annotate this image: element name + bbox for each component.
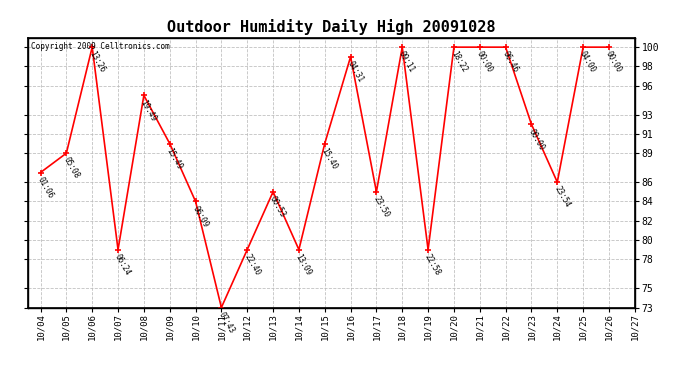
Text: 00:53: 00:53 <box>268 195 288 219</box>
Text: 04:00: 04:00 <box>578 50 598 75</box>
Text: 04:31: 04:31 <box>346 60 365 84</box>
Text: 00:00: 00:00 <box>526 127 546 152</box>
Text: 00:00: 00:00 <box>604 50 623 75</box>
Text: 00:00: 00:00 <box>475 50 494 75</box>
Text: 23:54: 23:54 <box>552 185 571 210</box>
Text: 22:40: 22:40 <box>242 252 262 277</box>
Text: Copyright 2009 Celltronics.com: Copyright 2009 Celltronics.com <box>30 42 169 51</box>
Text: 01:06: 01:06 <box>35 175 55 200</box>
Text: 07:43: 07:43 <box>217 310 236 335</box>
Text: 06:46: 06:46 <box>500 50 520 75</box>
Text: 13:09: 13:09 <box>294 252 313 277</box>
Text: 13:26: 13:26 <box>87 50 106 75</box>
Text: 06:24: 06:24 <box>113 252 132 277</box>
Text: 09:11: 09:11 <box>397 50 417 75</box>
Text: 19:49: 19:49 <box>139 98 158 123</box>
Text: 15:49: 15:49 <box>165 146 184 171</box>
Text: 23:50: 23:50 <box>371 195 391 219</box>
Text: 06:09: 06:09 <box>190 204 210 229</box>
Text: 18:22: 18:22 <box>449 50 469 75</box>
Text: 22:58: 22:58 <box>423 252 442 277</box>
Text: 05:08: 05:08 <box>61 156 81 180</box>
Title: Outdoor Humidity Daily High 20091028: Outdoor Humidity Daily High 20091028 <box>167 19 495 35</box>
Text: 15:40: 15:40 <box>319 146 339 171</box>
